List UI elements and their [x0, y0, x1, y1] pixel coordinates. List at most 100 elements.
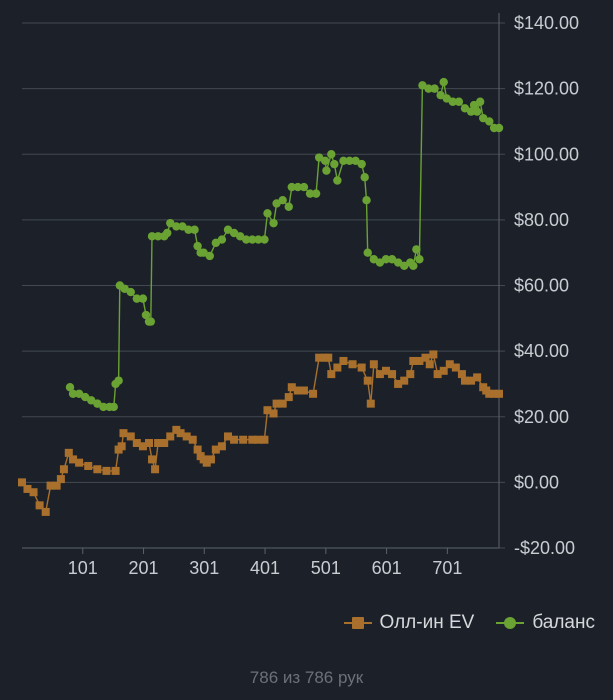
- data-point[interactable]: [400, 376, 409, 385]
- data-point[interactable]: [41, 507, 50, 516]
- data-point[interactable]: [360, 173, 369, 182]
- data-point[interactable]: [305, 189, 315, 198]
- data-point[interactable]: [485, 117, 494, 126]
- data-point[interactable]: [59, 465, 68, 474]
- data-point[interactable]: [381, 366, 390, 375]
- data-point[interactable]: [284, 393, 293, 402]
- data-point[interactable]: [439, 366, 448, 375]
- data-point[interactable]: [321, 156, 330, 166]
- data-point[interactable]: [269, 218, 278, 228]
- data-point[interactable]: [217, 442, 226, 451]
- data-point[interactable]: [362, 195, 371, 205]
- data-point[interactable]: [138, 442, 147, 451]
- data-point[interactable]: [333, 363, 342, 372]
- data-point[interactable]: [56, 475, 65, 484]
- data-point[interactable]: [430, 84, 439, 93]
- data-point[interactable]: [460, 376, 469, 385]
- data-point[interactable]: [322, 166, 331, 175]
- data-point[interactable]: [75, 458, 84, 467]
- data-point[interactable]: [445, 360, 454, 369]
- data-point[interactable]: [454, 97, 464, 106]
- data-point[interactable]: [93, 465, 102, 474]
- data-point[interactable]: [141, 310, 151, 320]
- data-point[interactable]: [424, 84, 433, 93]
- data-point[interactable]: [467, 376, 476, 385]
- data-point[interactable]: [339, 356, 348, 365]
- data-point[interactable]: [84, 461, 93, 470]
- data-point[interactable]: [99, 402, 108, 412]
- data-point[interactable]: [284, 202, 293, 211]
- data-point[interactable]: [315, 353, 324, 362]
- data-point[interactable]: [151, 465, 160, 474]
- data-point[interactable]: [260, 435, 269, 444]
- data-point[interactable]: [439, 77, 448, 87]
- data-point[interactable]: [345, 156, 354, 166]
- data-point[interactable]: [433, 370, 442, 379]
- data-point[interactable]: [148, 455, 157, 464]
- data-point[interactable]: [65, 383, 75, 392]
- data-point[interactable]: [375, 370, 384, 379]
- data-point[interactable]: [475, 97, 485, 106]
- data-point[interactable]: [138, 294, 148, 303]
- data-point[interactable]: [111, 466, 120, 475]
- data-point[interactable]: [260, 235, 269, 244]
- data-point[interactable]: [490, 389, 499, 398]
- legend-item-balance[interactable]: баланс: [496, 612, 595, 634]
- data-point[interactable]: [278, 399, 287, 408]
- data-point[interactable]: [69, 455, 78, 464]
- data-point[interactable]: [172, 222, 181, 231]
- data-point[interactable]: [46, 481, 55, 490]
- data-point[interactable]: [119, 429, 128, 438]
- data-point[interactable]: [421, 353, 430, 362]
- data-point[interactable]: [144, 439, 153, 447]
- data-point[interactable]: [109, 402, 118, 412]
- data-point[interactable]: [29, 488, 38, 497]
- data-point[interactable]: [299, 386, 308, 395]
- data-point[interactable]: [132, 439, 141, 447]
- data-point[interactable]: [287, 182, 296, 192]
- data-point[interactable]: [154, 439, 163, 447]
- data-point[interactable]: [202, 458, 211, 467]
- data-point[interactable]: [348, 360, 357, 369]
- data-point[interactable]: [153, 232, 163, 241]
- data-point[interactable]: [117, 442, 126, 451]
- data-point[interactable]: [466, 107, 476, 116]
- data-point[interactable]: [223, 432, 232, 441]
- data-point[interactable]: [293, 386, 302, 395]
- data-point[interactable]: [327, 150, 336, 159]
- legend-item-all-in-ev[interactable]: Олл-ин EV: [343, 612, 474, 634]
- data-point[interactable]: [311, 189, 321, 198]
- data-point[interactable]: [330, 159, 339, 169]
- data-point[interactable]: [309, 389, 318, 398]
- data-point[interactable]: [272, 399, 281, 408]
- data-point[interactable]: [366, 399, 375, 408]
- data-point[interactable]: [254, 235, 263, 244]
- data-point[interactable]: [429, 350, 438, 359]
- data-point[interactable]: [248, 435, 257, 444]
- data-point[interactable]: [394, 379, 403, 388]
- data-point[interactable]: [126, 432, 135, 441]
- data-point[interactable]: [217, 235, 227, 244]
- data-point[interactable]: [263, 406, 272, 415]
- data-point[interactable]: [333, 176, 342, 185]
- data-point[interactable]: [293, 182, 303, 192]
- data-point[interactable]: [451, 363, 460, 372]
- data-point[interactable]: [190, 225, 199, 234]
- data-point[interactable]: [230, 435, 239, 444]
- data-point[interactable]: [146, 317, 156, 326]
- data-point[interactable]: [425, 360, 434, 369]
- data-point[interactable]: [299, 182, 309, 192]
- data-point[interactable]: [188, 435, 197, 444]
- data-point[interactable]: [448, 97, 458, 106]
- data-point[interactable]: [248, 235, 257, 244]
- data-point[interactable]: [269, 409, 278, 418]
- data-point[interactable]: [409, 261, 418, 271]
- data-point[interactable]: [206, 455, 215, 464]
- data-point[interactable]: [52, 481, 61, 490]
- data-point[interactable]: [381, 255, 391, 264]
- data-point[interactable]: [415, 255, 424, 264]
- data-point[interactable]: [126, 287, 135, 297]
- data-point[interactable]: [211, 445, 220, 454]
- data-point[interactable]: [35, 501, 44, 510]
- data-point[interactable]: [114, 376, 123, 385]
